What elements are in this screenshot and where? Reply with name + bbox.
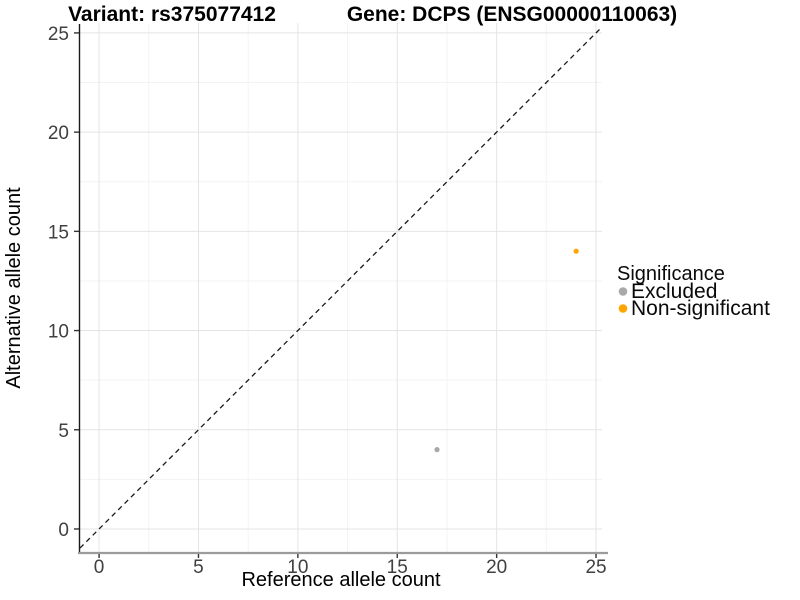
legend-title: Significance	[617, 263, 725, 285]
x-axis-title: Reference allele count	[241, 569, 440, 591]
legend-key-non-significant-icon	[618, 304, 628, 313]
x-tick-label: 0	[94, 557, 105, 578]
y-tick-label: 0	[58, 520, 69, 541]
x-tick-label: 5	[193, 557, 204, 578]
legend-key-excluded-icon	[618, 287, 628, 296]
x-tick-label: 25	[585, 557, 606, 578]
x-axis-tick-marks	[98, 554, 597, 558]
plot-title-variant: Variant: rs375077412	[68, 3, 276, 26]
x-axis-tick-labels: 0 5 10 15 20 25	[94, 557, 607, 578]
x-tick-label: 20	[486, 557, 507, 578]
legend-label-non-significant: Non-significant	[631, 297, 770, 320]
major-gridlines	[80, 23, 602, 552]
data-point-non-significant	[573, 248, 579, 254]
x-tick-label: 15	[387, 557, 408, 578]
minor-gridlines	[80, 23, 602, 552]
x-tick-label: 10	[287, 557, 308, 578]
y-axis-tick-marks	[74, 32, 79, 530]
y-axis-title: Alternative allele count	[3, 187, 25, 389]
data-points	[434, 248, 579, 453]
y-tick-label: 25	[48, 24, 69, 45]
data-point-excluded	[434, 447, 440, 453]
y-tick-label: 5	[58, 421, 69, 442]
y-axis-tick-labels: 0 5 10 15 20 25	[48, 24, 69, 541]
legend-label-excluded: Excluded	[631, 280, 717, 303]
plot-title-gene: Gene: DCPS (ENSG00000110063)	[347, 3, 677, 26]
legend: Significance Excluded Non-significant	[617, 263, 770, 320]
y-tick-label: 15	[48, 222, 69, 243]
y-tick-label: 10	[48, 322, 69, 343]
identity-line	[79, 26, 603, 549]
y-tick-label: 20	[48, 123, 69, 144]
